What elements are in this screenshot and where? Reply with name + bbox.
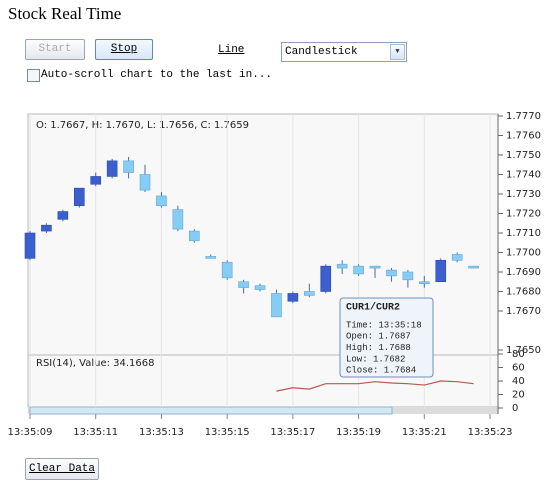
y-tick-label: 1.7670 (506, 306, 541, 317)
candle-body (287, 293, 299, 302)
y-tick-label: 1.7720 (506, 209, 541, 220)
x-tick-label: 13:35:15 (205, 427, 250, 438)
x-tick-label: 13:35:23 (468, 427, 513, 438)
y-tick-label: 1.7700 (506, 248, 541, 259)
stop-button[interactable]: Stop (95, 39, 153, 60)
x-tick-label: 13:35:09 (8, 427, 53, 438)
rsi-tick-label: 80 (512, 349, 525, 360)
candle-body (24, 232, 36, 259)
tooltip-box (339, 297, 434, 378)
tooltip-line: High: 1.7688 (346, 343, 411, 353)
candle-body (320, 265, 332, 292)
dropdown-value: Candlestick (285, 46, 358, 58)
y-tick-label: 1.7760 (506, 131, 541, 142)
page-title: Stock Real Time (8, 4, 122, 23)
y-tick-label: 1.7650 (506, 345, 541, 356)
candle-body (369, 265, 381, 269)
x-tick-label: 13:35:21 (402, 427, 447, 438)
type-label: Line (218, 44, 245, 56)
candle-body (386, 269, 397, 277)
y-tick-label: 1.7710 (506, 228, 541, 239)
start-button[interactable]: Start (25, 39, 85, 60)
tooltip-line: Low: 1.7682 (346, 354, 405, 364)
rsi-tick-label: 20 (512, 390, 525, 401)
candle-body (468, 265, 479, 269)
rsi-tick-label: 60 (512, 363, 525, 374)
candle-body (353, 265, 364, 275)
candle-body (123, 160, 134, 173)
candle-body (139, 174, 151, 191)
auto-scroll-label[interactable]: Auto-scroll chart to the last in... (41, 69, 273, 81)
candle-body (221, 261, 233, 279)
candle-body (271, 293, 282, 318)
candle-body (435, 259, 447, 283)
rsi-line (276, 380, 474, 392)
candle-body (172, 209, 184, 230)
y-tick-label: 1.7730 (506, 189, 541, 200)
candle-body (205, 256, 217, 259)
candle-body (41, 224, 52, 232)
tooltip: CUR1/CUR2 Time: 13:35:18 Open: 1.7687High… (339, 297, 434, 378)
rsi-tick-label: 0 (512, 403, 518, 414)
candle-body (189, 230, 200, 242)
candle-body (419, 281, 430, 284)
tooltip-title: CUR1/CUR2 (346, 302, 400, 314)
y-tick-label: 1.7770 (506, 111, 541, 122)
auto-scroll-checkbox[interactable] (27, 69, 40, 82)
y-tick-label: 1.7680 (506, 287, 541, 298)
candle-body (73, 187, 85, 206)
candle-body (254, 285, 266, 290)
candle-body (156, 195, 167, 206)
candle-body (106, 160, 118, 177)
candle-body (57, 211, 69, 220)
candle-body (90, 176, 102, 185)
candle-body (336, 263, 348, 269)
type-dropdown[interactable]: Candlestick ▼ (281, 42, 407, 62)
candle-body (304, 291, 315, 296)
tooltip-line: Open: 1.7687 (346, 332, 411, 342)
x-tick-label: 13:35:17 (270, 427, 315, 438)
clear-button[interactable]: Clear Data (25, 458, 99, 480)
x-tick-label: 13:35:19 (336, 427, 381, 438)
y-tick-label: 1.7750 (506, 150, 541, 161)
tooltip-line: Time: 13:35:18 (346, 320, 422, 330)
candle-body (402, 271, 414, 281)
x-tick-label: 13:35:11 (73, 427, 118, 438)
scrollbar-thumb[interactable] (29, 406, 393, 415)
x-tick-label: 13:35:13 (139, 427, 184, 438)
y-tick-label: 1.7740 (506, 170, 541, 181)
tooltip-line: Close: 1.7684 (346, 366, 416, 376)
rsi-tick-label: 40 (512, 376, 525, 387)
y-tick-label: 1.7690 (506, 267, 541, 278)
ohlc-info: O: 1.7667, H: 1.7670, L: 1.7656, C: 1.76… (36, 120, 249, 131)
candle-body (451, 254, 463, 261)
dropdown-arrow[interactable]: ▼ (390, 44, 405, 60)
candle-body (238, 281, 249, 288)
